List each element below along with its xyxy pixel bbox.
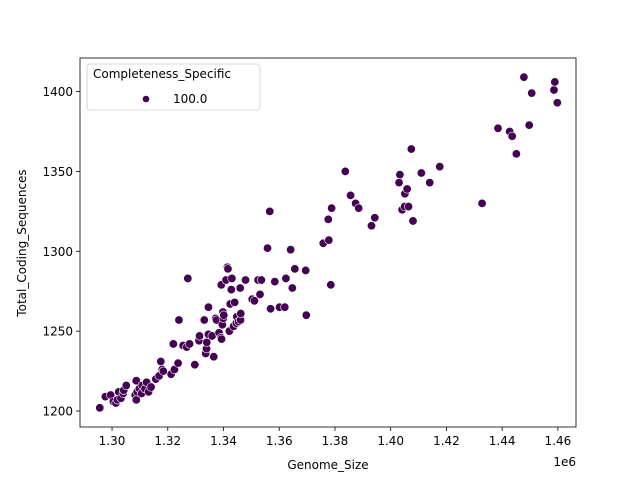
data-point [241, 275, 251, 285]
data-point [402, 184, 412, 194]
data-point [203, 302, 213, 312]
data-point [146, 382, 156, 392]
data-point [173, 358, 183, 368]
data-point [249, 296, 259, 306]
data-point [280, 302, 290, 312]
data-point [286, 245, 296, 255]
data-point [168, 339, 178, 349]
data-point [435, 162, 445, 172]
data-point [131, 376, 141, 386]
y-tick-label: 1300 [42, 245, 73, 259]
data-point [265, 206, 275, 216]
data-point [519, 72, 529, 82]
data-point [425, 178, 435, 188]
data-point [549, 85, 559, 95]
data-point [219, 310, 229, 320]
x-axis-offset-label: 1e6 [553, 455, 576, 469]
data-point [340, 166, 350, 176]
legend-title: Completeness_Specific [93, 67, 231, 81]
data-point [524, 120, 534, 130]
data-point [183, 273, 193, 283]
data-point [217, 334, 227, 344]
data-point [290, 264, 300, 274]
data-point [477, 198, 487, 208]
data-point [185, 339, 195, 349]
x-tick-label: 1.46 [545, 434, 572, 448]
data-point [511, 149, 521, 159]
x-tick-label: 1.32 [154, 434, 181, 448]
data-point [404, 202, 414, 212]
data-point [301, 265, 311, 275]
data-point [281, 273, 291, 283]
data-point [256, 275, 266, 285]
data-point [255, 289, 265, 299]
data-point [287, 283, 297, 293]
data-point [263, 243, 273, 253]
y-axis-ticks: 1200 1250 1300 1350 1400 [42, 85, 80, 419]
data-point [394, 178, 404, 188]
data-point [226, 285, 236, 295]
data-point [236, 309, 246, 319]
y-tick-label: 1200 [42, 405, 73, 419]
data-point [346, 190, 356, 200]
data-point [370, 213, 380, 223]
y-tick-label: 1250 [42, 325, 73, 339]
data-point [550, 77, 560, 87]
data-point [326, 280, 336, 290]
x-tick-label: 1.36 [266, 434, 293, 448]
data-point [507, 131, 517, 141]
x-tick-label: 1.38 [322, 434, 349, 448]
legend-marker [142, 95, 150, 103]
data-point [324, 235, 334, 245]
y-tick-label: 1350 [42, 165, 73, 179]
data-point [266, 304, 276, 314]
data-point [156, 357, 166, 367]
x-tick-label: 1.42 [433, 434, 460, 448]
legend: Completeness_Specific 100.0 [86, 63, 261, 111]
data-point [235, 283, 245, 293]
y-axis-label: Total_Coding_Sequences [15, 169, 29, 317]
x-tick-label: 1.44 [489, 434, 516, 448]
x-tick-label: 1.40 [377, 434, 404, 448]
x-tick-label: 1.34 [210, 434, 237, 448]
data-point [366, 221, 376, 231]
data-point [354, 203, 364, 213]
data-point [223, 264, 233, 274]
data-point [406, 144, 416, 154]
data-point [95, 403, 105, 413]
data-point [209, 352, 219, 362]
legend-box [86, 63, 261, 111]
data-point [327, 203, 337, 213]
data-point [552, 98, 562, 108]
data-point [395, 170, 405, 180]
data-point [199, 315, 209, 325]
data-point [158, 366, 168, 376]
data-point [416, 168, 426, 178]
data-point [527, 88, 537, 98]
y-tick-label: 1400 [42, 85, 73, 99]
data-point [301, 310, 311, 320]
data-point [121, 380, 131, 390]
data-point [270, 277, 280, 287]
data-point [323, 214, 333, 224]
legend-entry-label: 100.0 [173, 92, 207, 106]
plot-frame [79, 57, 577, 428]
data-point [174, 315, 184, 325]
x-axis-label: Genome_Size [287, 458, 368, 472]
data-points [95, 72, 562, 413]
data-point [493, 123, 503, 133]
data-point [195, 331, 205, 341]
data-point [227, 273, 237, 283]
data-point [190, 360, 200, 370]
data-point [408, 216, 418, 226]
x-axis-ticks: 1.30 1.32 1.34 1.36 1.38 1.40 1.42 1.44 1.46 [99, 427, 572, 448]
x-tick-label: 1.30 [99, 434, 126, 448]
data-point [230, 297, 240, 307]
